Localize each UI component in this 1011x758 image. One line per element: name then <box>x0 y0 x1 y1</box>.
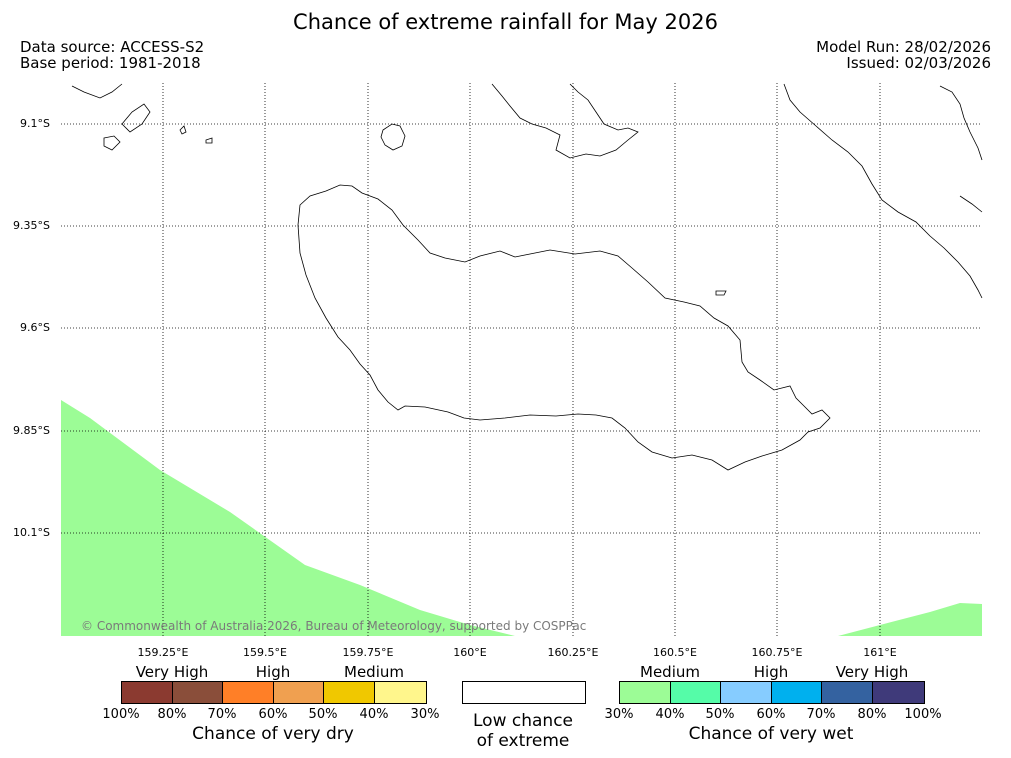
neutral-swatch <box>462 681 586 704</box>
western-islands <box>103 135 121 151</box>
dry-tick: 100% <box>102 707 140 722</box>
meta-right: Model Run: 28/02/2026 Issued: 02/03/2026 <box>816 39 991 71</box>
lat-label: 9.6°S <box>20 321 50 334</box>
dry-category-high: High <box>255 663 291 681</box>
wet-shading-west <box>61 400 515 636</box>
dry-tick: 30% <box>410 707 440 722</box>
lon-label: 160.25°E <box>547 646 599 659</box>
wet-category-very-high: Very High <box>835 663 909 681</box>
lat-label: 10.1°S <box>13 526 50 539</box>
wet-caption: Chance of very wet <box>688 724 854 744</box>
lon-label: 161°E <box>863 646 897 659</box>
dry-tick: 70% <box>207 707 237 722</box>
dry-tick: 60% <box>258 707 288 722</box>
neutral-caption: Low chance of extreme <box>443 711 603 751</box>
lon-label: 160°E <box>453 646 487 659</box>
dry-category-very-high: Very High <box>135 663 209 681</box>
small-island-4 <box>179 125 187 135</box>
base-period: Base period: 1981-2018 <box>20 54 201 72</box>
map-title: Chance of extreme rainfall for May 2026 <box>293 10 718 34</box>
guadalcanal-coast <box>297 184 831 471</box>
wet-shading-east <box>838 603 982 636</box>
wet-tick: 80% <box>857 707 887 722</box>
wet-swatch <box>671 682 721 703</box>
russell-island-coast <box>380 123 406 151</box>
lat-label: 9.35°S <box>13 219 50 232</box>
meta-left: Data source: ACCESS-S2 Base period: 1981… <box>20 39 204 71</box>
ngella-small-islands <box>959 195 983 213</box>
lat-label: 9.1°S <box>20 117 50 130</box>
issued-date: Issued: 02/03/2026 <box>846 54 991 72</box>
wet-tick: 40% <box>655 707 685 722</box>
lat-label: 9.85°S <box>13 424 50 437</box>
wet-swatch <box>620 682 671 703</box>
dry-tick: 50% <box>308 707 338 722</box>
lon-label: 159.5°E <box>243 646 287 659</box>
wet-swatch <box>772 682 822 703</box>
dry-colorbar <box>121 681 427 704</box>
lon-label: 160.5°E <box>653 646 697 659</box>
dry-swatch <box>324 682 375 703</box>
dry-swatch <box>173 682 223 703</box>
dry-swatch <box>274 682 324 703</box>
wet-swatch <box>822 682 873 703</box>
small-island-1 <box>121 103 151 133</box>
wet-tick: 100% <box>904 707 942 722</box>
neutral-caption-line2: of extreme <box>476 731 570 751</box>
dry-swatch <box>375 682 426 703</box>
graticule <box>61 83 982 636</box>
lon-label: 160.75°E <box>751 646 803 659</box>
malaita-northeast-coast <box>939 85 983 161</box>
dry-tick: 80% <box>157 707 187 722</box>
wet-tick: 50% <box>705 707 735 722</box>
dry-swatch <box>122 682 173 703</box>
wet-tick: 30% <box>604 707 634 722</box>
dry-tick: 40% <box>359 707 389 722</box>
wet-category-medium: Medium <box>640 663 700 681</box>
small-island-2 <box>205 137 213 144</box>
wet-category-high: High <box>753 663 789 681</box>
lon-label: 159.75°E <box>342 646 394 659</box>
santa-isabel-coast <box>71 83 123 99</box>
malaita-coast <box>783 83 983 299</box>
dry-caption: Chance of very dry <box>192 724 354 744</box>
wet-tick: 70% <box>806 707 836 722</box>
model-run: Model Run: 28/02/2026 <box>816 38 991 56</box>
small-island-3 <box>715 290 727 296</box>
dry-swatch <box>223 682 274 703</box>
copyright-notice: © Commonwealth of Australia 2026, Bureau… <box>81 619 587 633</box>
data-source: Data source: ACCESS-S2 <box>20 38 205 56</box>
wet-tick: 60% <box>756 707 786 722</box>
nggela-islands-coast <box>491 83 639 159</box>
wet-swatch <box>721 682 772 703</box>
coastlines <box>71 83 983 471</box>
lon-label: 159.25°E <box>137 646 189 659</box>
neutral-caption-line1: Low chance <box>473 711 573 731</box>
wet-swatch <box>873 682 924 703</box>
dry-category-medium: Medium <box>344 663 404 681</box>
wet-colorbar <box>619 681 925 704</box>
